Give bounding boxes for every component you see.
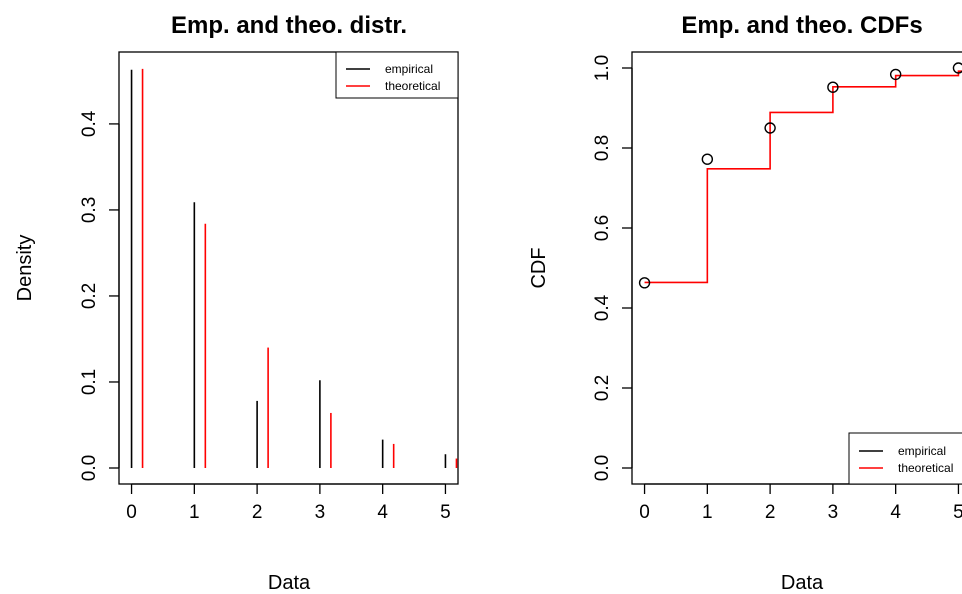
density-legend-box bbox=[335, 51, 459, 99]
cdf-x-tick-label: 3 bbox=[828, 502, 839, 523]
density-x-axis-label: Data bbox=[268, 572, 311, 594]
density-y-tick-label: 0.4 bbox=[79, 110, 100, 137]
density-y-tick-label: 0.0 bbox=[79, 455, 100, 481]
cdf-y-tick-label: 0.8 bbox=[592, 135, 613, 161]
cdf-x-tick-label: 0 bbox=[639, 502, 650, 523]
cdf-x-tick-label: 1 bbox=[702, 502, 713, 523]
cdf-y-axis: 0.0 0.2 0.4 0.6 0.8 1.0 bbox=[592, 55, 633, 481]
density-plot-frame bbox=[118, 51, 459, 485]
cdf-chart-title: Emp. and theo. CDFs bbox=[681, 12, 922, 39]
empirical-cdf-point bbox=[701, 153, 714, 165]
cdf-plot-frame bbox=[631, 51, 962, 485]
density-y-tick-label: 0.2 bbox=[79, 283, 100, 309]
cdf-legend-box bbox=[848, 432, 962, 485]
density-y-tick-label: 0.3 bbox=[79, 197, 100, 223]
density-y-axis: 0.0 0.1 0.2 0.3 0.4 bbox=[79, 110, 120, 481]
cdf-y-axis-label: CDF bbox=[528, 247, 550, 288]
cdf-x-tick-label: 5 bbox=[953, 502, 962, 523]
density-y-tick-label: 0.1 bbox=[79, 369, 100, 395]
density-legend-theoretical-label: theoretical bbox=[385, 79, 440, 93]
density-y-axis-label: Density bbox=[14, 235, 36, 302]
density-x-tick-label: 0 bbox=[126, 502, 137, 523]
density-legend-empirical-label: empirical bbox=[385, 62, 433, 76]
empirical-cdf-point bbox=[827, 81, 839, 93]
cdf-y-tick-label: 0.2 bbox=[592, 375, 613, 401]
density-legend: empirical theoretical bbox=[335, 51, 459, 99]
cdf-legend-theoretical-label: theoretical bbox=[898, 461, 953, 475]
cdf-y-tick-label: 0.4 bbox=[592, 294, 613, 321]
density-x-tick-label: 3 bbox=[315, 502, 326, 523]
cdf-y-tick-label: 1.0 bbox=[592, 55, 613, 81]
empirical-cdf-point bbox=[638, 277, 651, 289]
density-x-tick-label: 2 bbox=[252, 502, 263, 523]
cdf-marks bbox=[638, 62, 962, 289]
density-x-axis: 0 1 2 3 4 5 bbox=[126, 483, 451, 523]
cdf-x-axis: 0 1 2 3 4 5 bbox=[639, 483, 962, 523]
density-x-tick-label: 5 bbox=[440, 502, 451, 523]
empirical-cdf-point bbox=[764, 122, 776, 134]
theoretical-cdf-step-line bbox=[644, 70, 962, 284]
cdf-y-tick-label: 0.6 bbox=[592, 215, 613, 241]
density-x-tick-label: 1 bbox=[189, 502, 200, 523]
cdf-x-axis-label: Data bbox=[781, 572, 824, 594]
cdf-legend: empirical theoretical bbox=[848, 432, 962, 485]
cdf-x-tick-label: 2 bbox=[765, 502, 776, 523]
cdf-legend-empirical-label: empirical bbox=[898, 444, 946, 458]
cdf-x-tick-label: 4 bbox=[890, 502, 901, 523]
empirical-cdf-point bbox=[889, 68, 902, 81]
empirical-cdf-point bbox=[952, 62, 962, 74]
density-x-tick-label: 4 bbox=[377, 502, 388, 523]
cdf-y-tick-label: 0.0 bbox=[592, 455, 613, 481]
density-chart-title: Emp. and theo. distr. bbox=[171, 12, 407, 39]
density-marks bbox=[130, 68, 458, 468]
